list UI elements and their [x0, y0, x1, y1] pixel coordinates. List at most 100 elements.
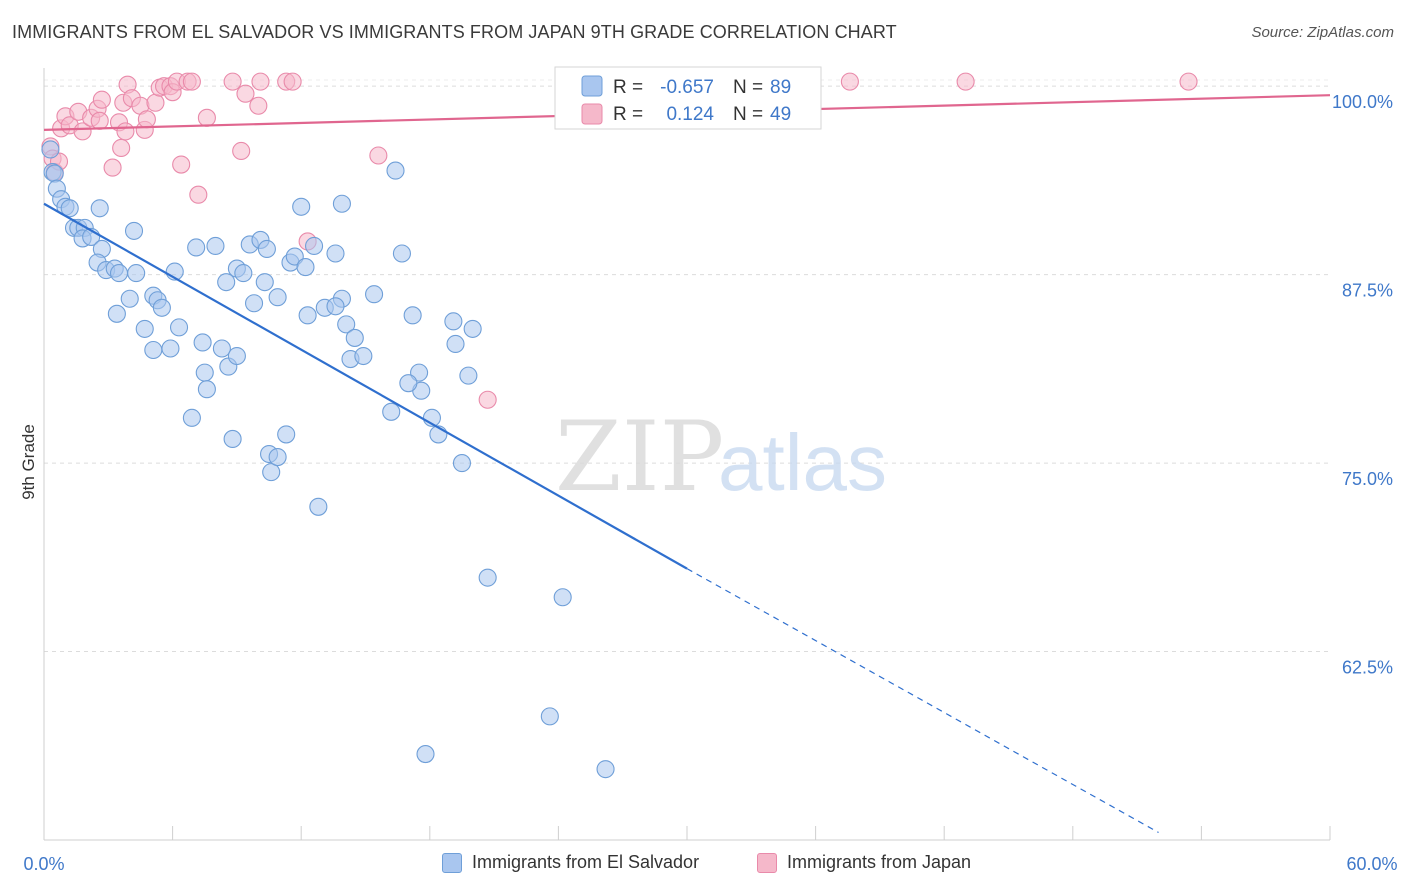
point: [249, 96, 268, 115]
legend-swatch-japan: [581, 103, 603, 125]
bottom-legend-swatch-japan: [757, 852, 777, 873]
point: [223, 72, 242, 91]
point: [596, 760, 615, 779]
axes: [43, 68, 1331, 841]
legend-r-value-2: 0.124: [666, 104, 714, 125]
point: [326, 297, 345, 316]
point: [268, 288, 287, 307]
point: [236, 84, 255, 103]
point: [403, 306, 422, 325]
point: [73, 122, 92, 141]
watermark-zip: ZIP: [555, 401, 724, 513]
point: [257, 239, 276, 259]
point: [90, 199, 109, 218]
point: [262, 463, 281, 482]
point: [840, 72, 859, 91]
bottom-legend-item-japan: Immigrants from Japan: [757, 852, 971, 873]
bottom-legend-item-el-salvador: Immigrants from El Salvador: [442, 852, 699, 873]
point: [212, 339, 231, 358]
point: [382, 402, 401, 421]
y-axis-label: 9th Grade: [19, 424, 38, 500]
y-tick-label-2: 87.5%: [1342, 281, 1393, 301]
y-tick-label-1: 75.0%: [1342, 469, 1393, 489]
point: [146, 93, 165, 112]
trend-line-el-salvador-extension: [686, 568, 1159, 833]
point: [182, 408, 201, 427]
point: [45, 164, 64, 183]
x-tick-labels: 0.0% 60.0%: [23, 854, 1397, 874]
stats-legend: R = -0.657 N = 89 R = 0.124 N = 49: [554, 66, 822, 130]
point: [112, 138, 131, 158]
point: [137, 110, 156, 129]
point: [251, 72, 270, 91]
point: [553, 588, 572, 607]
gridlines: [44, 56, 1330, 840]
point: [309, 497, 328, 516]
point: [234, 264, 253, 283]
point: [135, 319, 154, 338]
point: [459, 366, 478, 385]
point: [1179, 72, 1198, 91]
point: [195, 363, 214, 382]
point: [144, 340, 163, 360]
point: [452, 454, 472, 473]
point: [463, 319, 482, 338]
chart-source: Source: ZipAtlas.com: [1251, 24, 1394, 41]
point: [116, 122, 135, 141]
point: [189, 185, 208, 204]
legend-n-value-1: 89: [770, 77, 791, 98]
point: [392, 244, 411, 263]
point: [227, 346, 246, 366]
chart-title: IMMIGRANTS FROM EL SALVADOR VS IMMIGRANT…: [12, 22, 897, 42]
trend-line-el-salvador: [43, 202, 688, 570]
point: [193, 333, 212, 352]
legend-n-label-1: N =: [733, 77, 763, 98]
point: [326, 244, 345, 263]
bottom-legend-swatch-el-salvador: [442, 852, 462, 873]
point: [232, 141, 251, 161]
point: [365, 285, 384, 304]
point: [354, 346, 373, 366]
point: [446, 334, 465, 354]
point: [107, 304, 126, 323]
y-tick-label-3: 100.0%: [1332, 92, 1393, 112]
legend-n-label-2: N =: [733, 104, 763, 125]
bottom-legend-label-el-salvador: Immigrants from El Salvador: [472, 852, 700, 872]
point: [109, 264, 129, 283]
point: [206, 236, 225, 256]
point: [90, 111, 109, 130]
point: [369, 146, 388, 165]
point: [255, 273, 274, 292]
point: [60, 199, 79, 218]
point: [416, 745, 435, 764]
legend-swatch-el-salvador: [581, 75, 603, 97]
series-el-salvador-points: [41, 140, 615, 779]
point: [197, 380, 216, 399]
point: [161, 339, 180, 358]
watermark-atlas: atlas: [718, 418, 887, 507]
point: [92, 90, 111, 109]
point: [127, 264, 146, 283]
bottom-legend: Immigrants from El Salvador Immigrants f…: [0, 852, 1406, 878]
legend-r-value-1: -0.657: [660, 77, 714, 98]
bottom-legend-label-japan: Immigrants from Japan: [787, 852, 972, 872]
point: [172, 155, 191, 174]
point: [197, 108, 216, 127]
point: [305, 236, 324, 256]
point: [478, 390, 497, 409]
point: [217, 273, 236, 292]
y-tick-labels: 62.5% 75.0% 87.5% 100.0%: [1332, 92, 1393, 677]
point: [337, 315, 356, 334]
point: [292, 197, 311, 216]
point: [956, 72, 975, 91]
point: [187, 238, 206, 257]
point: [244, 294, 264, 313]
point: [345, 328, 364, 347]
point: [444, 312, 463, 331]
point: [182, 72, 201, 91]
point: [120, 289, 139, 308]
point: [399, 374, 418, 393]
plot-area: [44, 56, 1330, 840]
point: [332, 194, 351, 213]
